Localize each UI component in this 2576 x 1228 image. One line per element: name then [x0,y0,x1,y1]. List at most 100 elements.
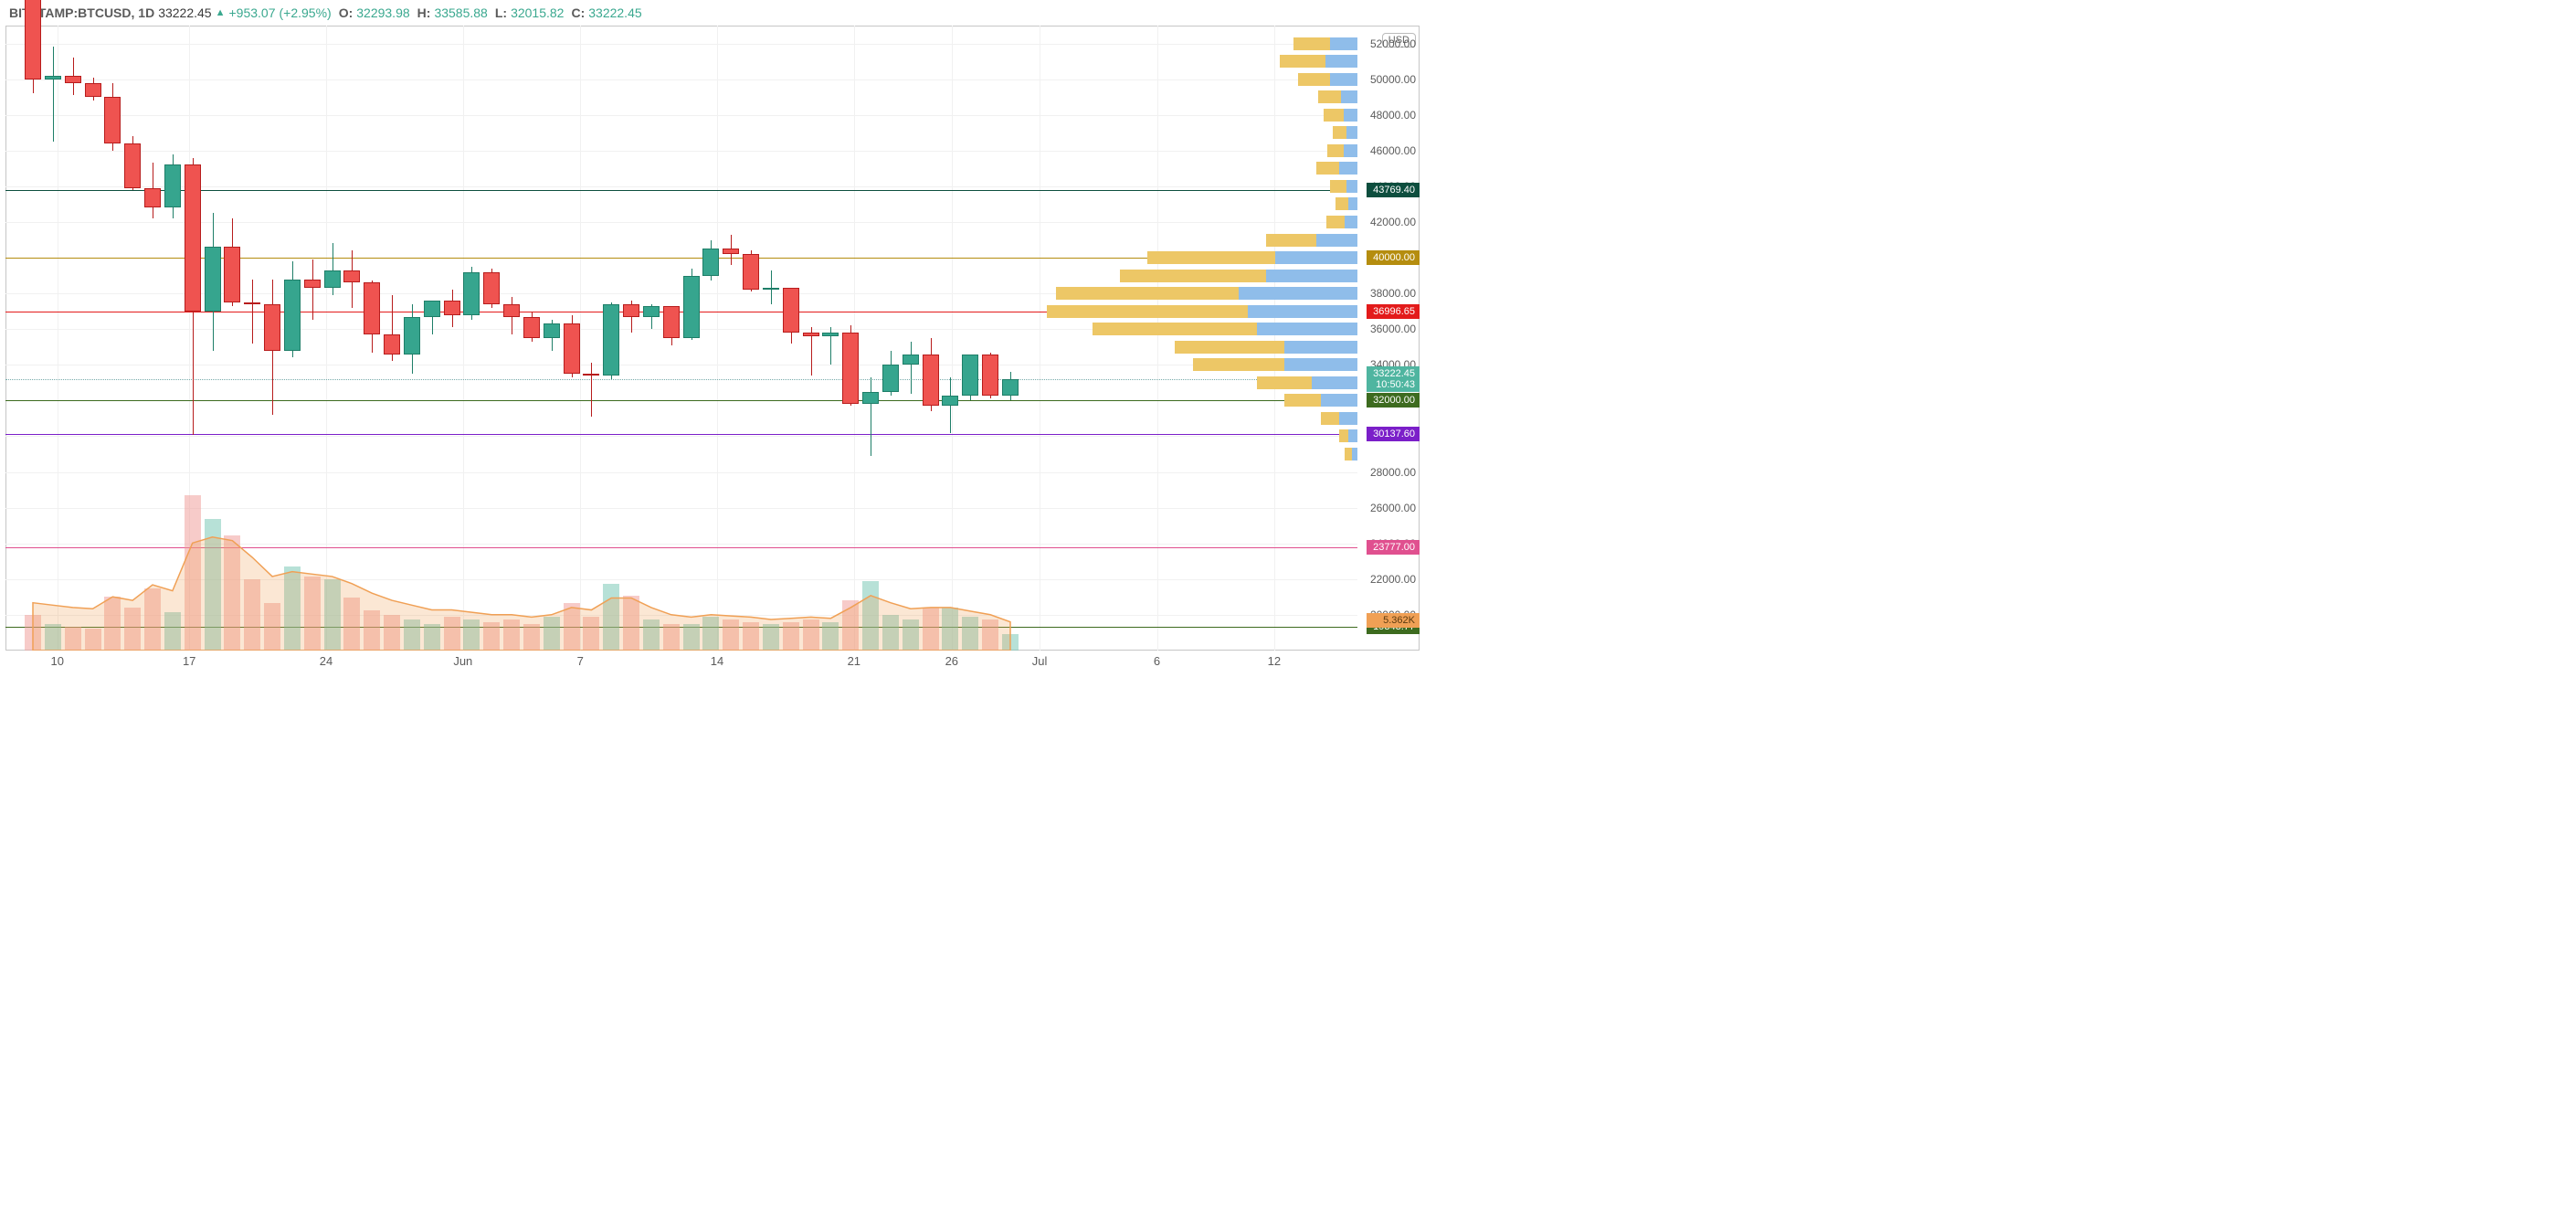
candle-body[interactable] [384,334,400,354]
candle-body[interactable] [523,317,540,338]
candle-body[interactable] [842,333,859,404]
volume-bar[interactable] [564,603,580,651]
candle-body[interactable] [45,76,61,79]
candle-body[interactable] [343,270,360,283]
candle-body[interactable] [185,164,201,311]
volume-bar[interactable] [85,629,101,651]
horizontal-line[interactable] [5,190,1357,191]
candle-body[interactable] [444,301,460,315]
volume-bar[interactable] [205,519,221,651]
candle-body[interactable] [164,164,181,207]
volume-bar[interactable] [1002,634,1019,651]
volume-bar[interactable] [264,603,280,651]
volume-bar[interactable] [623,596,639,651]
volume-bar[interactable] [164,612,181,651]
volume-bar[interactable] [743,622,759,651]
volume-bar[interactable] [185,495,201,651]
volume-bar[interactable] [903,619,919,651]
volume-bar[interactable] [144,588,161,651]
candle-body[interactable] [603,304,619,376]
volume-bar[interactable] [643,619,660,651]
candle-body[interactable] [743,254,759,290]
candle-body[interactable] [304,280,321,289]
candle-body[interactable] [144,188,161,207]
candle-body[interactable] [783,288,799,333]
candle-body[interactable] [264,304,280,351]
candle-body[interactable] [65,76,81,83]
volume-bar[interactable] [104,597,121,651]
candle-body[interactable] [503,304,520,317]
candle-body[interactable] [564,323,580,374]
y-axis[interactable]: USD 52000.0050000.0048000.0046000.004400… [1357,26,1420,651]
horizontal-line[interactable] [5,400,1357,401]
volume-bar[interactable] [982,619,998,651]
volume-bar[interactable] [822,622,839,651]
volume-bar[interactable] [224,535,240,651]
candle-body[interactable] [364,282,380,334]
candle-body[interactable] [104,97,121,143]
candle-body[interactable] [224,247,240,302]
volume-bar[interactable] [65,627,81,651]
volume-bar[interactable] [862,581,879,651]
candle-body[interactable] [683,276,700,338]
volume-bar[interactable] [324,579,341,651]
candle-body[interactable] [1002,379,1019,396]
volume-bar[interactable] [463,619,480,651]
candle-body[interactable] [962,355,978,396]
volume-bar[interactable] [483,622,500,651]
volume-bar[interactable] [803,619,819,651]
volume-bar[interactable] [962,617,978,651]
volume-bar[interactable] [284,566,301,651]
volume-bar[interactable] [404,619,420,651]
x-axis[interactable]: 101724Jun7142126Jul612 [5,654,1357,676]
volume-bar[interactable] [364,610,380,651]
volume-bar[interactable] [384,615,400,651]
volume-bar[interactable] [702,617,719,651]
candle-body[interactable] [124,143,141,188]
volume-bar[interactable] [882,615,899,651]
volume-bar[interactable] [544,617,560,651]
candle-body[interactable] [483,272,500,304]
candle-body[interactable] [424,301,440,317]
volume-bar[interactable] [763,624,779,651]
candle-body[interactable] [903,355,919,365]
candle-body[interactable] [982,355,998,396]
candle-body[interactable] [882,365,899,391]
volume-bar[interactable] [244,579,260,651]
volume-bar[interactable] [723,619,739,651]
volume-bar[interactable] [663,624,680,651]
volume-bar[interactable] [424,624,440,651]
volume-bar[interactable] [683,624,700,651]
volume-bar[interactable] [444,617,460,651]
horizontal-line[interactable] [5,434,1357,435]
candle-body[interactable] [205,247,221,311]
volume-bar[interactable] [304,577,321,651]
candle-body[interactable] [942,396,958,407]
candle-body[interactable] [723,249,739,254]
candle-body[interactable] [463,272,480,315]
candle-body[interactable] [702,249,719,275]
candle-body[interactable] [85,83,101,98]
candle-body[interactable] [544,323,560,338]
candle-body[interactable] [583,374,599,376]
candle-body[interactable] [623,304,639,317]
candle-body[interactable] [923,355,939,407]
volume-bar[interactable] [124,608,141,651]
candle-body[interactable] [324,270,341,289]
candle-body[interactable] [25,0,41,79]
volume-bar[interactable] [942,608,958,651]
volume-bar[interactable] [343,598,360,651]
volume-bar[interactable] [583,617,599,651]
candle-body[interactable] [803,333,819,336]
volume-bar[interactable] [45,624,61,651]
volume-bar[interactable] [783,622,799,651]
candle-body[interactable] [862,392,879,405]
volume-bar[interactable] [842,600,859,651]
volume-bar[interactable] [923,608,939,651]
candle-body[interactable] [244,302,260,304]
candle-body[interactable] [284,280,301,351]
candle-body[interactable] [822,333,839,336]
candle-body[interactable] [663,306,680,338]
candle-body[interactable] [763,288,779,290]
price-plot[interactable] [5,26,1357,651]
